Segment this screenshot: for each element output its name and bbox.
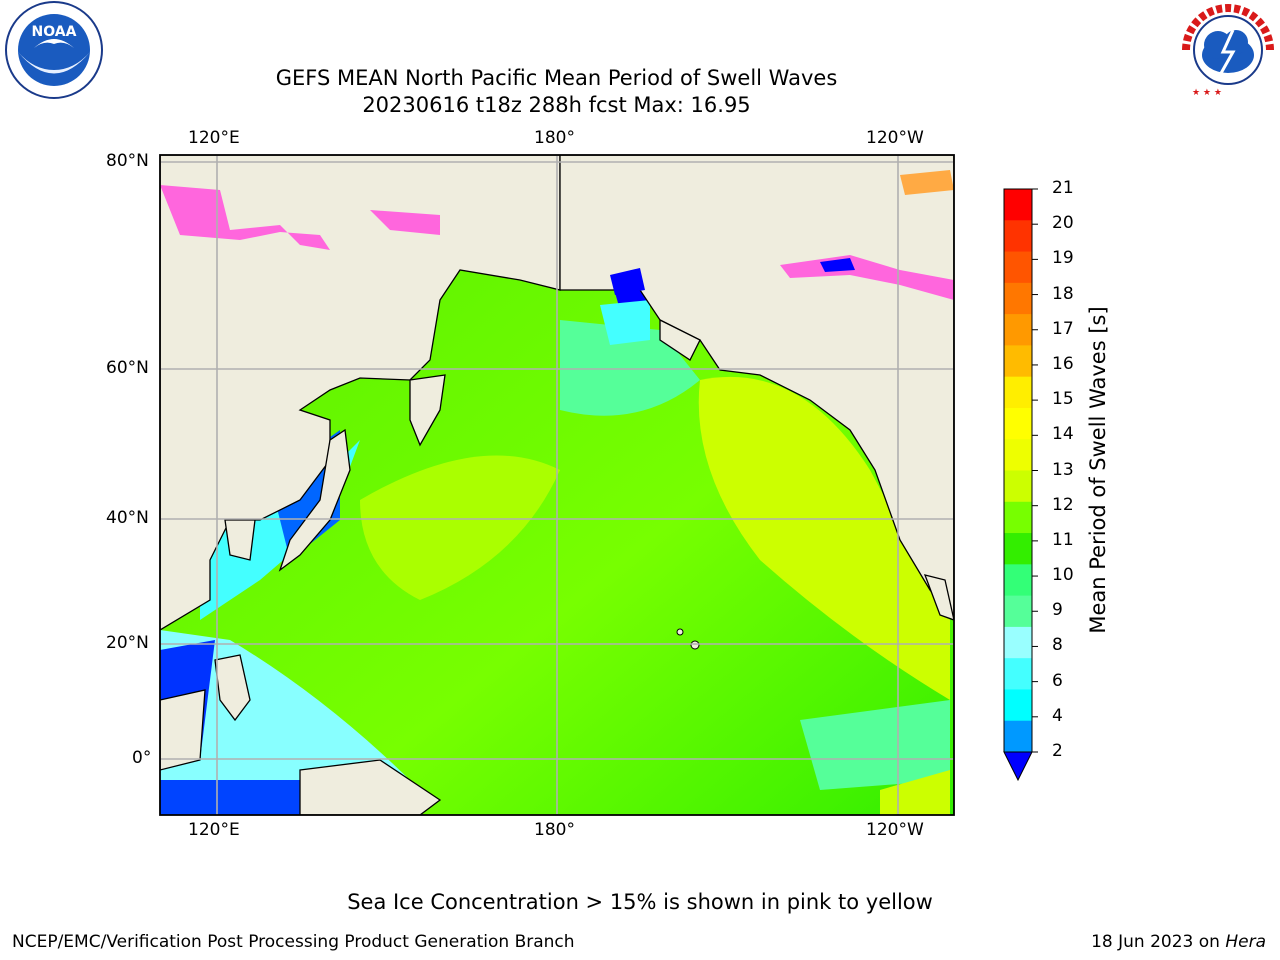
footer-credit: NCEP/EMC/Verification Post Processing Pr…	[12, 932, 575, 952]
footer-date-text: 18 Jun 2023 on	[1091, 932, 1226, 952]
asia-landmass	[160, 155, 561, 631]
footer-host: Hera	[1225, 932, 1266, 952]
lon-label-bottom-120e: 120°E	[188, 820, 240, 840]
colorbar-segment	[1004, 407, 1032, 440]
lat-label-60n: 60°N	[106, 358, 149, 378]
colorbar-segment	[1004, 720, 1032, 753]
kamchatka	[409, 374, 446, 447]
colorbar-segment	[1004, 251, 1032, 284]
colorbar-segment	[1004, 533, 1032, 565]
lon-label-bottom-180: 180°	[534, 820, 575, 840]
high-period-region	[698, 376, 950, 700]
colorbar-segment	[1004, 282, 1032, 315]
colorbar-tick-label: 4	[1052, 705, 1063, 726]
colorbar-tick-label: 20	[1052, 213, 1074, 234]
new-guinea	[299, 759, 442, 815]
colorbar-segment	[1004, 376, 1032, 409]
colorbar-tick-label: 14	[1052, 424, 1074, 445]
colorbar-title: Mean Period of Swell Waves [s]	[1086, 306, 1110, 634]
nws-logo: ★ ★ ★	[1180, 2, 1276, 98]
lon-label-top-120w: 120°W	[866, 128, 924, 148]
colorbar-tick-label: 16	[1052, 353, 1074, 374]
colorbar-segment	[1004, 314, 1032, 346]
colorbar-extend-arrow	[1003, 751, 1033, 782]
lat-label-20n: 20°N	[106, 633, 149, 653]
lat-label-40n: 40°N	[106, 508, 149, 528]
map-frame	[159, 154, 955, 816]
colorbar-tick-label: 15	[1052, 389, 1074, 410]
colorbar-segment	[1004, 470, 1032, 503]
lon-label-bottom-120w: 120°W	[866, 820, 924, 840]
colorbar-segment	[1004, 501, 1032, 534]
colorbar-tick-label: 10	[1052, 565, 1074, 586]
colorbar-tick-label: 2	[1052, 741, 1063, 761]
japan	[278, 428, 351, 572]
sea-ice-note: Sea Ice Concentration > 15% is shown in …	[347, 890, 933, 914]
colorbar-segment	[1004, 564, 1032, 597]
lat-label-80n: 80°N	[106, 151, 149, 171]
colorbar-tick-label: 18	[1052, 283, 1074, 304]
map-subtitle: 20230616 t18z 288h fcst Max: 16.95	[362, 93, 751, 117]
colorbar-segment	[1004, 345, 1032, 378]
lon-label-top-120e: 120°E	[188, 128, 240, 148]
colorbar-segment	[1004, 189, 1032, 221]
sea-ice-siberia	[160, 185, 330, 250]
noaa-logo: NOAA	[5, 1, 103, 99]
colorbar-tick-label: 8	[1052, 635, 1063, 656]
lat-label-0: 0°	[132, 748, 152, 768]
colorbar-tick-label: 6	[1052, 670, 1063, 691]
map-title: GEFS MEAN North Pacific Mean Period of S…	[275, 66, 838, 90]
borneo	[160, 689, 206, 771]
lon-label-top-180: 180°	[534, 128, 575, 148]
colorbar-segment	[1004, 626, 1032, 659]
colorbar-tick-label: 13	[1052, 459, 1074, 480]
colorbar-tick-label: 19	[1052, 248, 1074, 269]
graticule	[160, 155, 954, 815]
colorbar-segment	[1004, 689, 1032, 722]
svg-text:NOAA: NOAA	[32, 24, 77, 40]
colorbar-tick-label: 21	[1052, 178, 1074, 198]
colorbar-segment	[1004, 658, 1032, 690]
colorbar-segment	[1004, 595, 1032, 628]
svg-text:★ ★ ★: ★ ★ ★	[1192, 88, 1222, 98]
alaska-peninsula	[659, 318, 701, 361]
colorbar-segment	[1004, 220, 1032, 253]
colorbar-tick-label: 12	[1052, 494, 1074, 515]
footer-date: 18 Jun 2023 on Hera	[1091, 932, 1266, 952]
colorbar-segment	[1004, 439, 1032, 471]
philippines	[214, 654, 251, 722]
colorbar-tick-label: 11	[1052, 529, 1074, 550]
colorbar-tick-label: 9	[1052, 600, 1063, 621]
colorbar-tick-label: 17	[1052, 318, 1074, 339]
